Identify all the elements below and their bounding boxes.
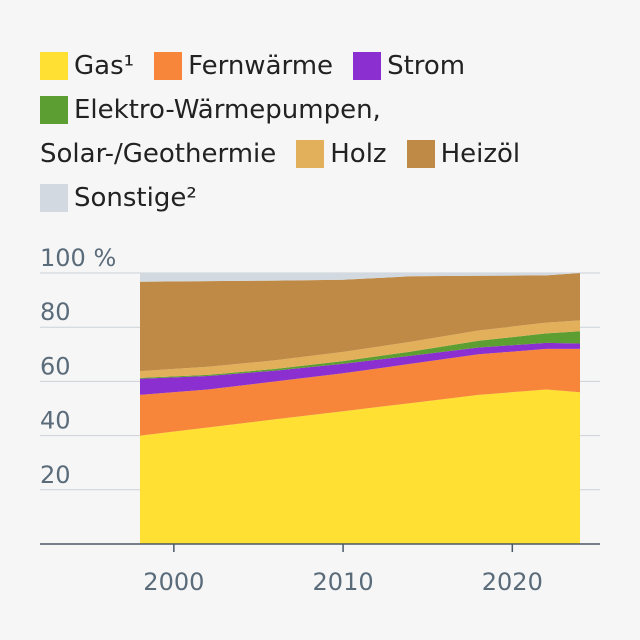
area-series-1 bbox=[140, 348, 580, 436]
legend-label-holz: Holz bbox=[330, 139, 387, 169]
legend-swatch-sonstige bbox=[40, 184, 68, 212]
legend-row-2: Elektro-Wärmepumpen, bbox=[40, 88, 620, 132]
legend-item-gas: Gas¹ bbox=[40, 44, 134, 88]
legend-label-heizoel: Heizöl bbox=[440, 139, 521, 169]
y-tick-label-20: 20 bbox=[40, 461, 71, 489]
legend-label-strom: Strom bbox=[387, 51, 466, 81]
legend-item-waermepumpen: Elektro-Wärmepumpen, bbox=[40, 88, 381, 132]
area-series-2 bbox=[140, 342, 580, 395]
legend-swatch-gas bbox=[40, 52, 68, 80]
legend-row-4: Sonstige² bbox=[40, 176, 620, 220]
legend-item-fernwaerme: Fernwärme bbox=[154, 44, 333, 88]
x-tick-label-2020: 2020 bbox=[482, 568, 543, 596]
y-tick-label-60: 60 bbox=[40, 352, 71, 380]
legend-label-waermepumpen: Elektro-Wärmepumpen, bbox=[74, 95, 381, 125]
y-tick-label-40: 40 bbox=[40, 407, 71, 435]
legend-item-sonstige: Sonstige² bbox=[40, 176, 197, 220]
legend-item-waermepumpen-cont: Solar-/Geothermie bbox=[40, 132, 276, 176]
x-tick-label-2010: 2010 bbox=[313, 568, 374, 596]
legend-row-3: Solar-/Geothermie Holz Heizöl bbox=[40, 132, 620, 176]
legend-item-heizoel: Heizöl bbox=[406, 132, 521, 176]
legend-row-1: Gas¹ Fernwärme Strom bbox=[40, 44, 620, 88]
legend-swatch-waermepumpen bbox=[40, 96, 68, 124]
legend-item-holz: Holz bbox=[296, 132, 387, 176]
area-series-5 bbox=[140, 273, 580, 372]
chart-legend: Gas¹ Fernwärme Strom Elektro-Wärmepumpen… bbox=[40, 44, 620, 220]
y-tick-label-100: 100 % bbox=[40, 244, 116, 272]
y-tick-label-80: 80 bbox=[40, 298, 71, 326]
area-series-4 bbox=[140, 320, 580, 378]
area-series-0 bbox=[140, 389, 580, 544]
area-series bbox=[140, 273, 580, 544]
area-series-3 bbox=[140, 331, 580, 379]
legend-label-sonstige: Sonstige² bbox=[74, 183, 197, 213]
axes bbox=[40, 543, 600, 552]
legend-swatch-holz bbox=[296, 140, 325, 168]
area-series-6 bbox=[140, 273, 580, 282]
legend-item-strom: Strom bbox=[353, 44, 465, 88]
legend-swatch-heizoel bbox=[406, 140, 435, 168]
legend-label-waermepumpen-cont: Solar-/Geothermie bbox=[40, 139, 277, 169]
legend-swatch-fernwaerme bbox=[154, 52, 183, 80]
legend-swatch-strom bbox=[353, 52, 382, 80]
legend-label-gas: Gas¹ bbox=[74, 51, 135, 81]
x-tick-label-2000: 2000 bbox=[143, 568, 204, 596]
legend-label-fernwaerme: Fernwärme bbox=[188, 51, 334, 81]
